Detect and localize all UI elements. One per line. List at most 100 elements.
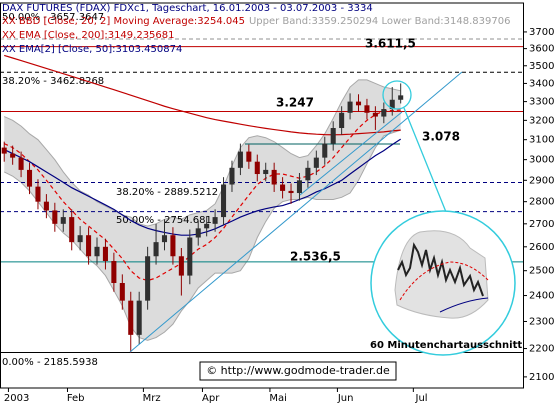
candle-body bbox=[288, 190, 294, 194]
inset-ema bbox=[439, 297, 489, 313]
copyright-box bbox=[199, 361, 397, 381]
y-tick-label: 2800 bbox=[529, 197, 554, 208]
level-label: 3.611,5 bbox=[365, 37, 416, 51]
y-tick-label: 3300 bbox=[529, 97, 554, 108]
legend-row: DAX FUTURES (FDAX) FDXc1, Tageschart, 16… bbox=[2, 3, 373, 14]
y-tick-label: 3100 bbox=[529, 135, 554, 146]
highlight-circle bbox=[382, 80, 412, 110]
inset-label: 60 Minutenchartausschnitt bbox=[370, 340, 522, 351]
candle-body bbox=[212, 217, 218, 224]
y-tick-label: 2200 bbox=[529, 344, 554, 355]
candle-body bbox=[136, 300, 142, 335]
legend-row: XX EMA[2] [Close, 50]:3103.450874 bbox=[2, 44, 182, 55]
inset bbox=[370, 210, 516, 356]
inset-candles bbox=[397, 242, 484, 297]
y-tick-label: 2500 bbox=[529, 266, 554, 277]
callout-line bbox=[403, 107, 447, 213]
y-tick-label: 3000 bbox=[529, 155, 554, 166]
candle-body bbox=[263, 169, 269, 175]
trend-line bbox=[299, 111, 403, 196]
legend-row: XX EMA [Close, 200]:3149.235681 bbox=[2, 30, 175, 41]
x-tick-label: 2003 bbox=[4, 393, 29, 404]
x-tick-label: Feb bbox=[67, 393, 85, 404]
trend-line bbox=[129, 71, 463, 353]
candle-body bbox=[86, 235, 92, 257]
candle-body bbox=[330, 128, 336, 144]
x-tick-label: Mrz bbox=[143, 393, 161, 404]
candle-body bbox=[1, 147, 7, 154]
candle-body bbox=[170, 235, 176, 257]
candle-body bbox=[111, 261, 117, 283]
level-label: 38.20% - 3462.8268 bbox=[2, 76, 104, 87]
candle-body bbox=[322, 143, 328, 158]
candle-body bbox=[221, 184, 227, 218]
y-tick-label: 3400 bbox=[529, 78, 554, 89]
candle-body bbox=[102, 246, 108, 262]
candle-body bbox=[237, 151, 243, 168]
y-tick-label: 2900 bbox=[529, 175, 554, 186]
level-label: 2.536,5 bbox=[290, 250, 341, 264]
level-label: 3.247 bbox=[276, 96, 314, 110]
candle-body bbox=[69, 217, 75, 243]
candle-body bbox=[229, 167, 235, 185]
x-tick-label: Apr bbox=[202, 393, 220, 404]
candle-body bbox=[271, 169, 277, 185]
y-tick-label: 3200 bbox=[529, 115, 554, 126]
candle-body bbox=[254, 161, 260, 175]
candle-body bbox=[381, 109, 387, 117]
candle-body bbox=[339, 112, 345, 129]
legend-entry: XX EMA[2] [Close, 50]:3103.450874 bbox=[2, 44, 182, 55]
level-label: 50.00% - 3657.3647 bbox=[2, 12, 104, 23]
y-tick-label: 2400 bbox=[529, 291, 554, 302]
candle-body bbox=[280, 184, 286, 191]
y-tick-label: 3700 bbox=[529, 27, 554, 38]
candle-body bbox=[305, 167, 311, 181]
band-area bbox=[4, 79, 401, 341]
legend-row: XX BBD [Close, 20, 2] Moving Average:325… bbox=[2, 16, 510, 27]
candle-body bbox=[313, 157, 319, 168]
y-tick-label: 2100 bbox=[529, 372, 554, 383]
candle-body bbox=[364, 105, 370, 113]
candle-body bbox=[10, 153, 16, 158]
legend-entry: DAX FUTURES (FDAX) FDXc1, Tageschart, 16… bbox=[2, 3, 373, 14]
candle-body bbox=[94, 246, 100, 257]
y-tick-label: 2700 bbox=[529, 219, 554, 230]
inset-average bbox=[399, 261, 489, 301]
indicator-line bbox=[3, 109, 401, 282]
x-tick-label: Mai bbox=[269, 393, 287, 404]
candle-body bbox=[372, 112, 378, 117]
candle-body bbox=[52, 210, 58, 224]
x-tick-label: Jun bbox=[337, 393, 354, 404]
legend-entry: XX BBD [Close, 20, 2] Moving Average:325… bbox=[2, 16, 245, 27]
candle-body bbox=[398, 95, 404, 100]
candle-body bbox=[18, 157, 24, 170]
candle-body bbox=[246, 151, 252, 162]
candle-body bbox=[204, 223, 210, 229]
y-tick-label: 2300 bbox=[529, 316, 554, 327]
y-tick-label: 3600 bbox=[529, 44, 554, 55]
candle-body bbox=[161, 235, 168, 243]
candle-body bbox=[35, 186, 41, 202]
copyright: © http://www.godmode-trader.de bbox=[206, 364, 390, 377]
plot-frame bbox=[0, 2, 524, 389]
candle-body bbox=[43, 201, 49, 211]
legend-entry: XX EMA [Close, 200]:3149.235681 bbox=[2, 30, 175, 41]
x-tick-label: Jul bbox=[415, 393, 428, 404]
candle-body bbox=[60, 217, 66, 224]
level-label: 0.00% - 2185.5938 bbox=[2, 357, 98, 368]
candle-body bbox=[119, 282, 125, 301]
candle-body bbox=[26, 169, 33, 187]
upper-band bbox=[4, 79, 401, 227]
candle-body bbox=[195, 228, 201, 238]
candle-body bbox=[178, 256, 184, 276]
candle-body bbox=[355, 101, 362, 106]
level-label: 50.00% - 2754.681 bbox=[116, 215, 212, 226]
level-label: 38.20% - 2889.5212 bbox=[116, 187, 218, 198]
candle-body bbox=[389, 99, 395, 110]
candle-body bbox=[296, 180, 302, 194]
candle-body bbox=[128, 300, 134, 335]
candle-body bbox=[145, 256, 151, 301]
indicator-line bbox=[3, 138, 402, 236]
